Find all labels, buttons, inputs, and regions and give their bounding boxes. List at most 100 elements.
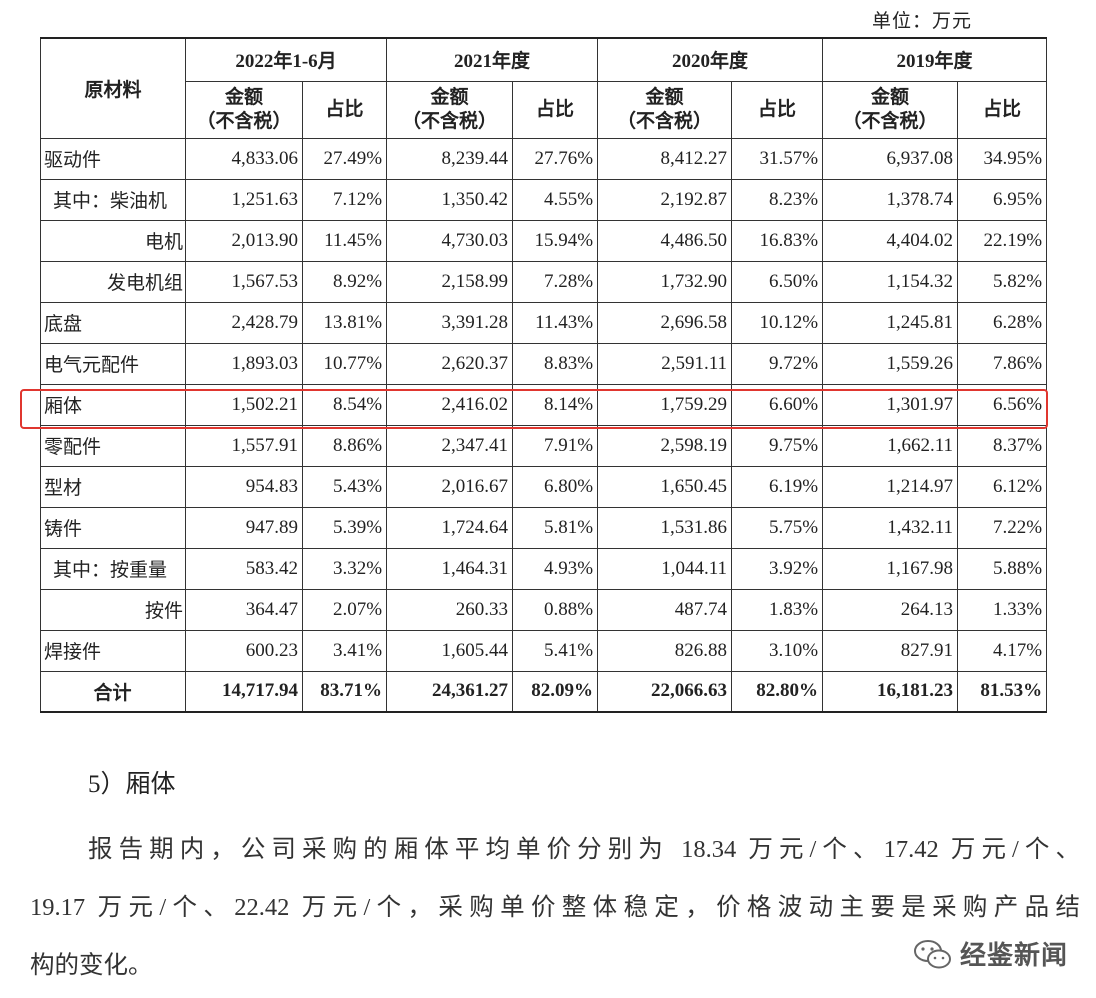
cell: 1,567.53 [185, 260, 303, 303]
cell: 11.45% [301, 219, 388, 262]
cell: 260.33 [386, 588, 514, 631]
section-title: 5）厢体 [88, 771, 176, 798]
row-label: 按件 [40, 588, 186, 631]
unit-label: 单位：万元 [871, 11, 972, 32]
cell: 4,833.06 [185, 137, 303, 180]
cell: 1,724.64 [386, 506, 514, 549]
cell: 9.75% [731, 424, 824, 467]
cell: 1,732.90 [597, 260, 733, 303]
cell: 2,013.90 [185, 219, 303, 262]
data-row: 电机 2,013.90 11.45% 4,730.03 15.94% 4,486.50 16… [40, 219, 1048, 262]
paragraph-line: 构的变化。 [30, 952, 153, 979]
cell: 4.17% [957, 629, 1048, 672]
cell: 264.13 [822, 588, 959, 631]
cell: 6.28% [957, 301, 1048, 344]
cell: 487.74 [597, 588, 733, 631]
cell: 3.92% [731, 547, 824, 590]
amount-note: （不含税） [842, 110, 938, 132]
ratio-header: 占比 [512, 80, 599, 139]
data-row: 发电机组 1,567.53 8.92% 2,158.99 7.28% 1,732.90 6.… [40, 260, 1048, 303]
amount-header: 金额 （不含税） [822, 80, 959, 139]
cell: 2,347.41 [386, 424, 514, 467]
cell: 2,158.99 [386, 260, 514, 303]
cell: 4.93% [512, 547, 599, 590]
amount-note: （不含税） [402, 110, 498, 132]
cell: 5.41% [512, 629, 599, 672]
cell: 7.28% [512, 260, 599, 303]
cell: 7.86% [957, 342, 1048, 385]
cell: 1,378.74 [822, 178, 959, 221]
row-label: 电机 [40, 219, 186, 262]
amount-note: （不含税） [196, 110, 292, 132]
cell: 8.23% [731, 178, 824, 221]
material-table: 原材料 2022年1-6月 2021年度 2020年度 2019年度 金额 （不含税） 占比金… [40, 37, 1048, 713]
data-row: 电气元配件 1,893.03 10.77% 2,620.37 8.83% 2,591.11… [40, 342, 1048, 385]
amount-header: 金额 （不含税） [597, 80, 733, 139]
cell: 1,044.11 [597, 547, 733, 590]
data-row: 底盘 2,428.79 13.81% 3,391.28 11.43% 2,696.58 10… [40, 301, 1048, 344]
total-cell: 82.09% [512, 670, 599, 713]
cell: 2.07% [301, 588, 388, 631]
cell: 5.82% [957, 260, 1048, 303]
cell: 583.42 [185, 547, 303, 590]
cell: 5.81% [512, 506, 599, 549]
cell: 6,937.08 [822, 137, 959, 180]
total-row: 合计 14,717.94 83.71% 24,361.27 82.09% 22,066.6… [40, 670, 1048, 713]
cell: 1,167.98 [822, 547, 959, 590]
cell: 4,404.02 [822, 219, 959, 262]
row-label: 其中：按重量 [40, 547, 186, 590]
cell: 1,650.45 [597, 465, 733, 508]
cell: 8,239.44 [386, 137, 514, 180]
cell: 8.92% [301, 260, 388, 303]
row-label: 其中：柴油机 [40, 178, 186, 221]
cell: 600.23 [185, 629, 303, 672]
row-label: 底盘 [40, 301, 186, 344]
year-header: 2022年1-6月 [184, 37, 388, 82]
cell: 1,557.91 [185, 424, 303, 467]
cell: 2,428.79 [185, 301, 303, 344]
cell: 13.81% [301, 301, 388, 344]
cell: 7.91% [512, 424, 599, 467]
cell: 8.86% [301, 424, 388, 467]
cell: 0.88% [512, 588, 599, 631]
cell: 6.80% [512, 465, 599, 508]
cell: 7.12% [301, 178, 388, 221]
row-label: 型材 [40, 465, 186, 508]
cell: 1,662.11 [822, 424, 959, 467]
cell: 10.12% [731, 301, 824, 344]
header-row: 金额 （不含税） 占比 金额 （不含税） 占比 金额 （不含税） 占比 金额 （不含税） 占比 [41, 80, 1048, 139]
data-row: 铸件 947.89 5.39% 1,724.64 5.81% 1,531.86 5.75% 1… [40, 506, 1048, 549]
cell: 2,591.11 [597, 342, 733, 385]
cell: 34.95% [957, 137, 1048, 180]
cell: 826.88 [597, 629, 733, 672]
row-label: 电气元配件 [40, 342, 186, 385]
data-row: 其中：柴油机 1,251.63 7.12% 1,350.42 4.55% 2,192.87… [40, 178, 1048, 221]
cell: 31.57% [731, 137, 824, 180]
total-cell: 22,066.63 [597, 670, 733, 713]
cell: 1,464.31 [386, 547, 514, 590]
watermark: 经鉴新闻 [960, 941, 1069, 970]
cell: 27.76% [512, 137, 599, 180]
cell: 11.43% [512, 301, 599, 344]
data-row: 其中：按重量 583.42 3.32% 1,464.31 4.93% 1,044.11 3.… [40, 547, 1048, 590]
data-row: 按件 364.47 2.07% 260.33 0.88% 487.74 1.83% 264.1… [40, 588, 1048, 631]
total-cell: 16,181.23 [822, 670, 959, 713]
highlight-box [20, 389, 1048, 429]
cell: 6.12% [957, 465, 1048, 508]
cell: 5.75% [731, 506, 824, 549]
cell: 9.72% [731, 342, 824, 385]
cell: 3.10% [731, 629, 824, 672]
cell: 2,016.67 [386, 465, 514, 508]
paragraph-line: 19.17 万元/个、22.42 万元/个，采购单价整体稳定，价格波动主要是采购… [30, 894, 1080, 921]
ratio-header: 占比 [731, 80, 824, 139]
cell: 1,432.11 [822, 506, 959, 549]
cell: 16.83% [731, 219, 824, 262]
cell: 1,531.86 [597, 506, 733, 549]
cell: 5.88% [957, 547, 1048, 590]
cell: 7.22% [957, 506, 1048, 549]
amount-label: 金额 [430, 86, 469, 108]
ratio-header: 占比 [957, 80, 1048, 139]
cell: 4,730.03 [386, 219, 514, 262]
amount-header: 金额 （不含税） [386, 80, 514, 139]
